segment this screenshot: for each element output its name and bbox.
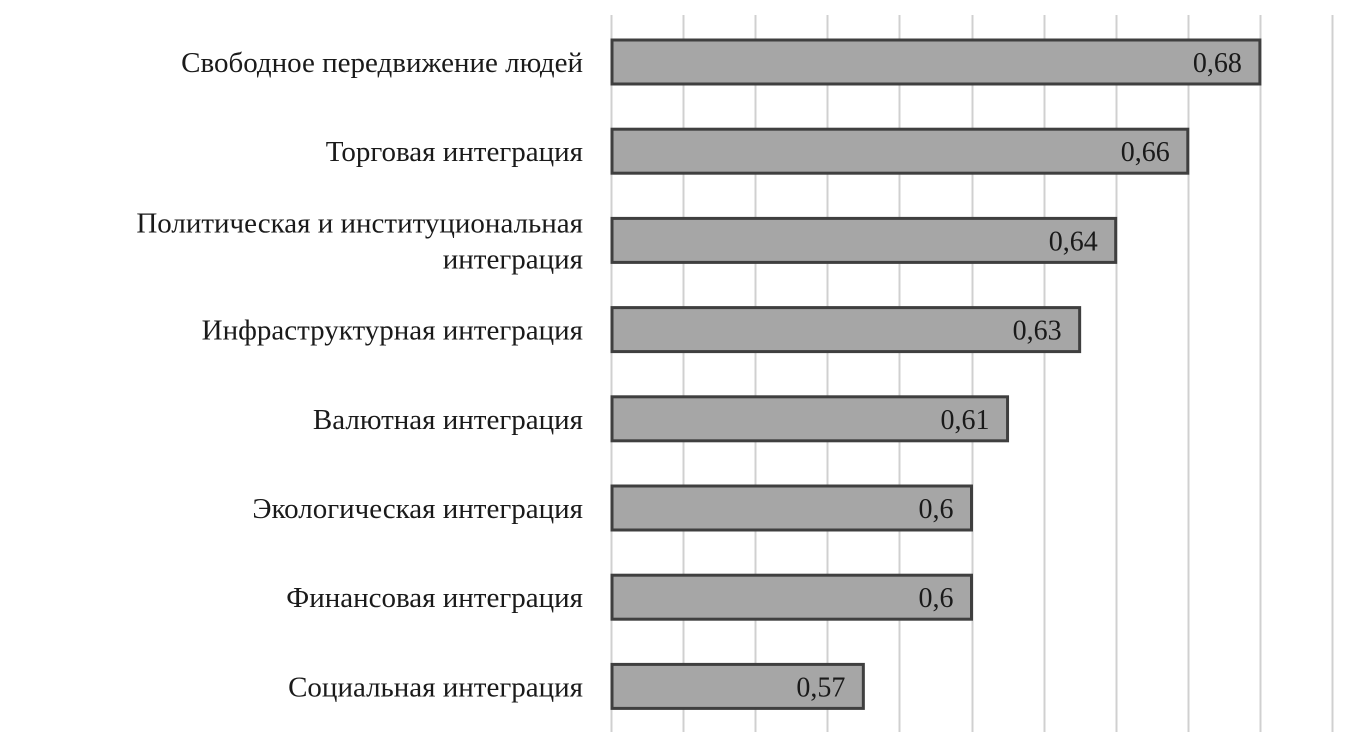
category-label: Финансовая интеграция: [286, 582, 583, 614]
category-labels: Свободное передвижение людей Торговая инт…: [136, 47, 583, 703]
bar-value-label: 0,61: [941, 405, 990, 436]
bar: [610, 484, 973, 532]
bar: [610, 216, 1118, 264]
bar: [610, 306, 1082, 354]
category-label: Экологическая интеграция: [252, 493, 583, 525]
bar: [610, 573, 973, 621]
bar-value-label: 0,57: [796, 672, 845, 703]
category-label: Торговая интеграция: [326, 136, 583, 168]
category-label-line: Финансовая интеграция: [286, 582, 583, 614]
value-labels: 0,68 0,66 0,64 0,63 0,61 0,6 0,6 0,57: [796, 48, 1242, 703]
bar-value-label: 0,64: [1049, 226, 1098, 257]
bar: [610, 38, 1262, 86]
bar-value-label: 0,68: [1193, 48, 1242, 79]
category-label-line: интеграция: [443, 243, 583, 275]
category-label-line: Социальная интеграция: [288, 671, 583, 703]
category-label: Валютная интеграция: [313, 404, 583, 436]
category-label-line: Политическая и институциональная: [136, 207, 583, 239]
category-label-line: Торговая интеграция: [326, 136, 583, 168]
category-label: Социальная интеграция: [288, 671, 583, 703]
category-label-line: Экологическая интеграция: [252, 493, 583, 525]
category-label: Свободное передвижение людей: [181, 47, 583, 79]
bar-value-label: 0,6: [919, 583, 954, 614]
bar-value-label: 0,66: [1121, 137, 1170, 168]
bar: [610, 395, 1010, 443]
bar-value-label: 0,6: [919, 494, 954, 525]
category-label-line: Инфраструктурная интеграция: [202, 315, 583, 347]
bars: [610, 38, 1262, 710]
category-label: Инфраструктурная интеграция: [202, 315, 583, 347]
bar-value-label: 0,63: [1013, 316, 1062, 347]
category-label-line: Свободное передвижение людей: [181, 47, 583, 79]
bar: [610, 662, 865, 710]
category-label: Политическая и институциональная интеграц…: [136, 207, 583, 275]
category-label-line: Валютная интеграция: [313, 404, 583, 436]
bar: [610, 127, 1190, 175]
